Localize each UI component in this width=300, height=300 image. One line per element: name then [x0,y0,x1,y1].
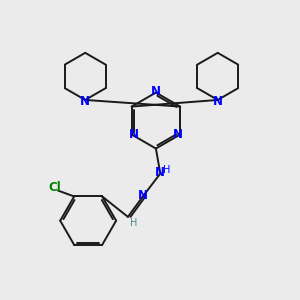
Text: N: N [151,85,161,98]
Text: N: N [129,128,139,141]
Text: H: H [164,165,171,175]
Text: H: H [130,218,137,228]
Text: N: N [173,128,183,141]
Text: N: N [213,95,223,108]
Text: N: N [138,189,148,203]
Text: N: N [155,166,165,179]
Text: N: N [80,95,90,108]
Text: Cl: Cl [49,181,62,194]
